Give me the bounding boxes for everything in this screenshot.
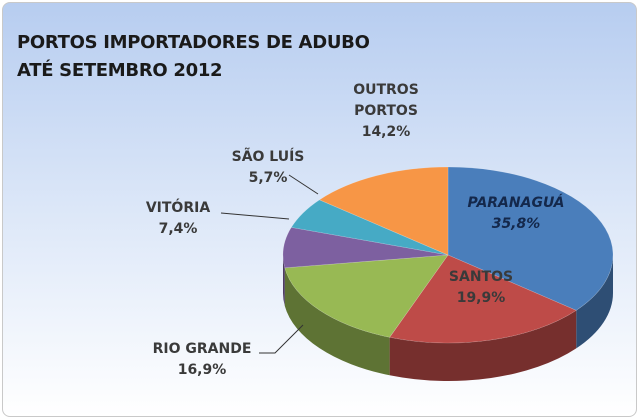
title-line: PORTOS IMPORTADORES DE ADUBO (17, 32, 370, 53)
value-label: 5,7% (248, 170, 288, 186)
slice (290, 199, 449, 256)
leader-line (288, 174, 319, 195)
slice (447, 166, 614, 311)
leader-line (220, 212, 290, 220)
value-label: 35,8% (491, 216, 541, 232)
chart-title: PORTOS IMPORTADORES DE ADUBO ATÉ SETEMBR… (17, 29, 370, 85)
category-label: SANTOS (448, 269, 514, 285)
slice (284, 254, 449, 338)
slice-side (576, 255, 613, 349)
slice (318, 166, 449, 256)
data-label: SANTOS 19,9% (421, 267, 541, 309)
data-label: SÃO LUÍS 5,7% (208, 147, 328, 189)
slice (282, 227, 449, 269)
value-label: 14,2% (361, 124, 411, 140)
category-label: SÃO LUÍS (231, 149, 305, 165)
data-label: RIO GRANDE 16,9% (142, 339, 262, 381)
category-label: PARANAGUÁ (467, 195, 565, 211)
title-line: ATÉ SETEMBRO 2012 (17, 60, 223, 81)
data-label: OUTROS PORTOS 14,2% (346, 80, 426, 143)
value-label: 16,9% (177, 362, 227, 378)
slice-side (283, 255, 285, 306)
slice (389, 254, 577, 344)
value-label: 7,4% (158, 221, 198, 237)
pie (220, 166, 614, 381)
value-label: 19,9% (456, 290, 506, 306)
category-label: OUTROS PORTOS (353, 82, 419, 119)
slice-side (284, 267, 390, 376)
category-label: VITÓRIA (145, 200, 211, 216)
leader-line (259, 324, 304, 354)
slice-side (389, 310, 577, 381)
data-label: PARANAGUÁ 35,8% (456, 193, 576, 235)
category-label: RIO GRANDE (152, 341, 252, 357)
data-label: VITÓRIA 7,4% (118, 198, 238, 240)
